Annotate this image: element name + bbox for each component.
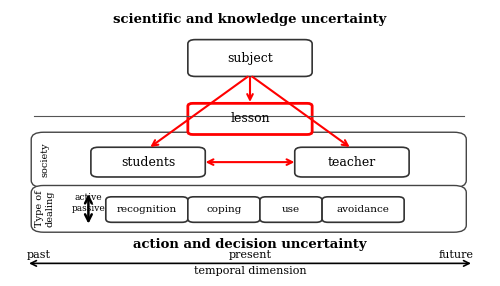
FancyBboxPatch shape (106, 197, 188, 222)
FancyBboxPatch shape (91, 147, 206, 177)
Text: action and decision uncertainty: action and decision uncertainty (133, 239, 367, 251)
Text: coping: coping (206, 205, 242, 214)
Text: Type of
dealing: Type of dealing (35, 190, 54, 227)
Text: future: future (439, 250, 474, 260)
Text: temporal dimension: temporal dimension (194, 266, 306, 276)
Text: society: society (40, 142, 49, 177)
Text: use: use (282, 205, 300, 214)
Text: present: present (228, 250, 272, 260)
Text: teacher: teacher (328, 156, 376, 169)
Text: students: students (121, 156, 175, 169)
FancyBboxPatch shape (188, 103, 312, 134)
Text: subject: subject (227, 51, 273, 65)
Text: scientific and knowledge uncertainty: scientific and knowledge uncertainty (114, 13, 386, 26)
FancyBboxPatch shape (260, 197, 322, 222)
Text: recognition: recognition (116, 205, 177, 214)
FancyBboxPatch shape (31, 132, 466, 187)
Text: active
passive: active passive (72, 194, 106, 213)
FancyBboxPatch shape (188, 40, 312, 76)
Text: lesson: lesson (230, 112, 270, 126)
Text: avoidance: avoidance (336, 205, 390, 214)
Text: past: past (26, 250, 50, 260)
FancyBboxPatch shape (322, 197, 404, 222)
FancyBboxPatch shape (188, 197, 260, 222)
FancyBboxPatch shape (295, 147, 409, 177)
FancyBboxPatch shape (31, 186, 466, 232)
